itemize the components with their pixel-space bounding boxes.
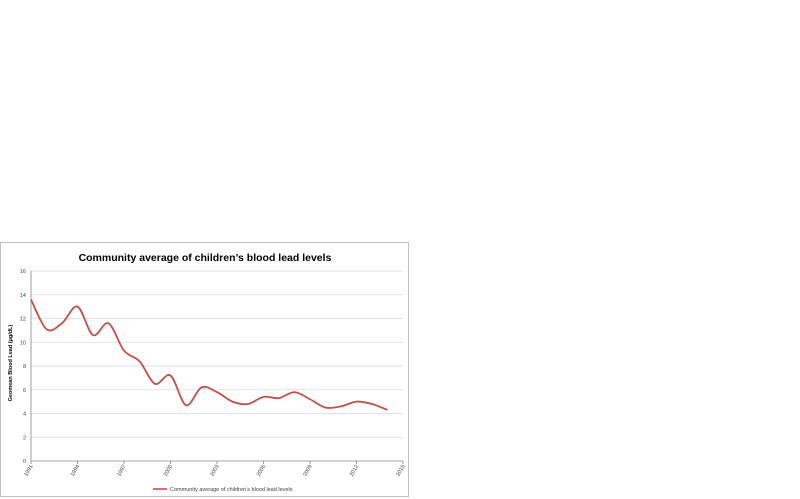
x-tick-label: 2003 bbox=[209, 464, 220, 478]
data-point bbox=[340, 405, 342, 407]
data-point bbox=[45, 328, 47, 330]
y-tick-label: 8 bbox=[23, 364, 26, 370]
x-tick-label: 2009 bbox=[302, 464, 313, 478]
y-axis-title: Geomean Blood Lead (μg/dL) bbox=[8, 324, 14, 401]
data-point bbox=[324, 406, 326, 408]
data-point bbox=[371, 403, 373, 405]
data-point bbox=[169, 374, 171, 376]
data-point bbox=[247, 403, 249, 405]
x-tick-label: 2006 bbox=[256, 464, 267, 478]
data-point bbox=[61, 322, 63, 324]
data-point bbox=[231, 400, 233, 402]
data-point bbox=[107, 322, 109, 324]
y-tick-label: 4 bbox=[23, 412, 26, 418]
y-tick-label: 6 bbox=[23, 388, 26, 394]
x-tick-label: 2015 bbox=[395, 464, 406, 478]
data-point bbox=[30, 298, 32, 300]
data-point bbox=[386, 409, 388, 411]
series-line bbox=[30, 299, 388, 411]
line-chart: Community average of children’s blood le… bbox=[8, 252, 407, 493]
data-point bbox=[154, 383, 156, 385]
data-point bbox=[123, 349, 125, 351]
data-point bbox=[278, 397, 280, 399]
x-tick-label: 2012 bbox=[349, 464, 360, 478]
gridlines bbox=[31, 270, 403, 462]
data-point bbox=[76, 305, 78, 307]
y-tick-label: 16 bbox=[20, 269, 26, 275]
chart-frame: Community average of children’s blood le… bbox=[0, 242, 409, 497]
data-point bbox=[185, 404, 187, 406]
y-tick-label: 0 bbox=[23, 459, 26, 465]
data-point bbox=[262, 396, 264, 398]
x-tick-label: 1997 bbox=[116, 464, 127, 478]
data-point bbox=[138, 360, 140, 362]
series-layer bbox=[30, 298, 388, 411]
legend-label: Community average of children’s blood le… bbox=[170, 487, 293, 493]
y-tick-label: 12 bbox=[20, 317, 26, 323]
data-point bbox=[309, 398, 311, 400]
y-tick-label: 2 bbox=[23, 435, 26, 441]
chart-title: Community average of children’s blood le… bbox=[79, 252, 332, 264]
axes: 0 2 4 6 8 10 12 14 16 1991 1994 1997 2000 2003 2006 200… bbox=[20, 269, 407, 478]
data-point bbox=[216, 391, 218, 393]
data-point bbox=[355, 400, 357, 402]
data-point bbox=[92, 334, 94, 336]
data-point bbox=[200, 386, 202, 388]
x-tick-label: 1991 bbox=[23, 464, 34, 478]
y-tick-label: 10 bbox=[20, 340, 26, 346]
legend: Community average of children’s blood le… bbox=[153, 487, 293, 493]
x-tick-label: 1994 bbox=[70, 464, 81, 478]
x-tick-label: 2000 bbox=[163, 464, 174, 478]
y-tick-label: 14 bbox=[20, 293, 26, 299]
data-point bbox=[293, 391, 295, 393]
